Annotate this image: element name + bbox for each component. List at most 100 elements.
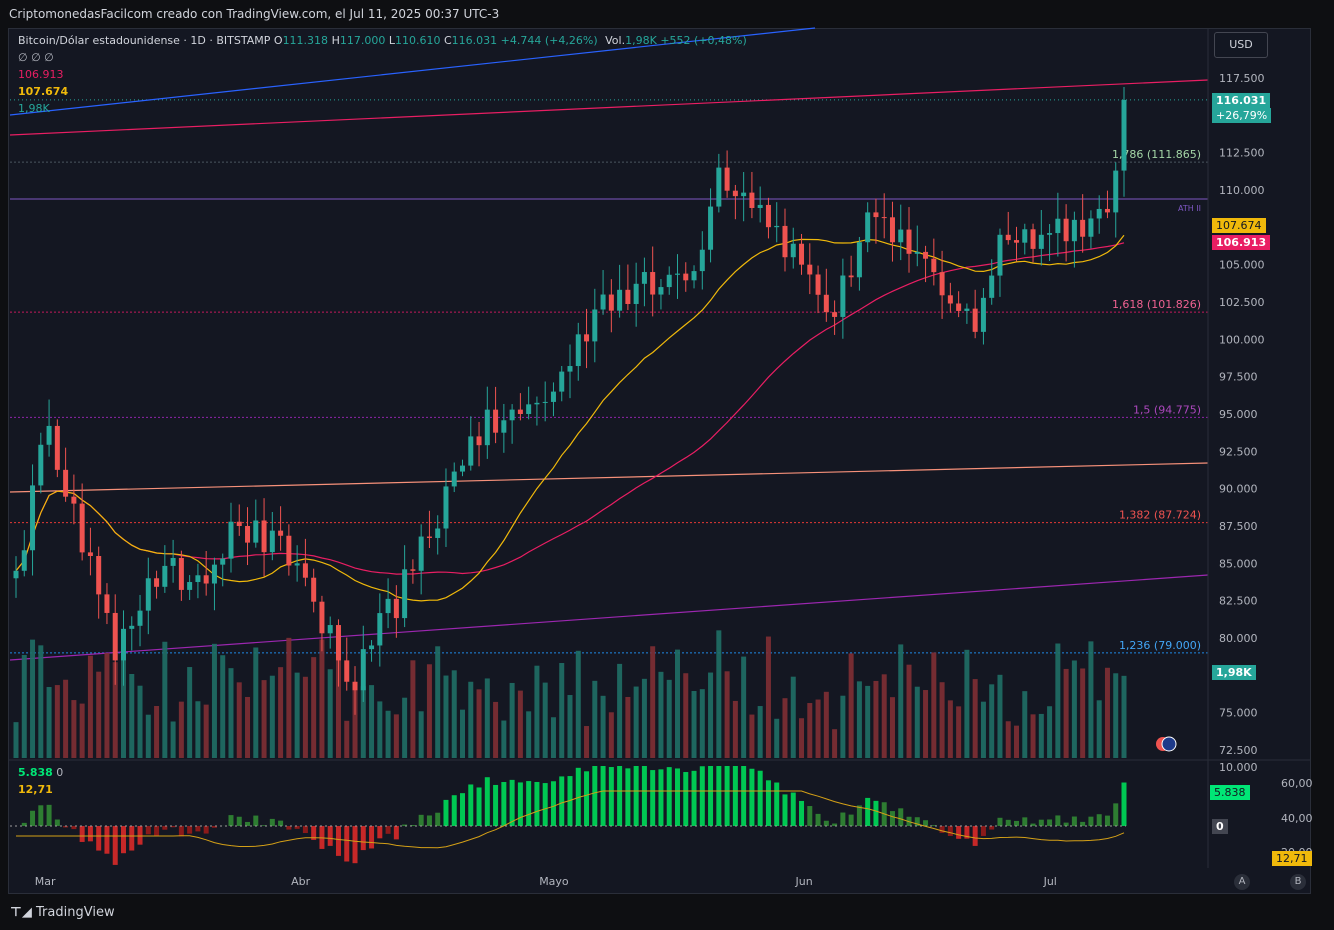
candle-body	[799, 243, 805, 265]
volume-bar	[410, 660, 416, 758]
legend-h-label: H	[331, 34, 340, 47]
oscillator-bar	[120, 826, 126, 854]
price-axis-tick-11: 85.000	[1219, 557, 1258, 570]
candle-body	[38, 444, 44, 486]
oscillator-bar	[253, 815, 259, 826]
oscillator-bar	[741, 766, 747, 826]
oscillator-bar	[402, 824, 408, 826]
volume-bar	[608, 712, 614, 758]
candle-body	[236, 521, 242, 526]
volume-bar	[1005, 721, 1011, 758]
candle-body	[1014, 240, 1020, 243]
candle-body	[319, 601, 325, 634]
volume-bar	[997, 674, 1003, 758]
oscillator-bar	[261, 825, 267, 826]
volume-bar	[1121, 675, 1127, 758]
volume-bar	[1030, 714, 1036, 758]
volume-bar	[865, 685, 871, 758]
volume-bar	[617, 663, 623, 758]
oscillator-bar	[154, 826, 160, 837]
oscillator-bar	[550, 781, 556, 826]
candle-body	[881, 217, 887, 219]
volume-bar	[534, 665, 540, 758]
tradingview-logo-icon: ⊤◢	[10, 905, 32, 920]
volume-bar	[567, 695, 573, 758]
fib-level-label-4: 1,382 (87.724)	[1119, 509, 1201, 522]
price-axis-tick-6: 97.500	[1219, 371, 1258, 384]
volume-bar	[195, 701, 201, 758]
candle-body	[865, 212, 871, 243]
volume-bar	[253, 647, 259, 758]
currency-button[interactable]: USD	[1214, 32, 1268, 58]
candle-body	[327, 625, 333, 634]
candle-body	[154, 578, 160, 587]
log-scale-button[interactable]: B	[1290, 874, 1306, 890]
oscillator-bar	[1022, 817, 1028, 826]
volume-bar	[914, 686, 920, 758]
volume-bar	[468, 681, 474, 758]
oscillator-bar	[1014, 820, 1020, 826]
oscillator-bar	[856, 805, 862, 826]
oscillator-bar	[716, 766, 722, 826]
oscillator-bar	[641, 766, 647, 826]
oscillator-bar	[749, 768, 755, 826]
legend-symbol[interactable]: Bitcoin/Dólar estadounidense · 1D · BITS…	[18, 34, 271, 47]
candle-body	[1088, 218, 1094, 237]
tradingview-logo[interactable]: ⊤◢ TradingView	[10, 905, 115, 920]
candle-body	[451, 471, 457, 487]
volume-bar	[112, 662, 118, 758]
candle-body	[608, 294, 614, 311]
volume-bar	[269, 675, 275, 758]
candle-body	[352, 681, 358, 691]
volume-bar	[774, 718, 780, 758]
legend-ma-yellow: 107.674	[18, 85, 69, 98]
legend-l-label: L	[388, 34, 395, 47]
oscillator-bar	[1063, 822, 1069, 826]
candle-body	[956, 303, 962, 311]
oscillator-axis-tick-0: 10.000	[1219, 761, 1258, 774]
volume-bar	[550, 717, 556, 758]
candle-body	[997, 234, 1003, 276]
oscillator-bar	[1088, 816, 1094, 826]
volume-bar	[542, 682, 548, 758]
oscillator-bar	[278, 820, 284, 826]
oscillator-bar	[782, 794, 788, 826]
candle-body	[369, 645, 375, 650]
volume-bar	[517, 690, 523, 758]
candle-body	[898, 229, 904, 243]
time-axis-tick-0: Mar	[35, 875, 56, 888]
candle-body	[360, 649, 366, 691]
volume-bar	[13, 722, 19, 758]
candle-body	[187, 582, 193, 590]
candle-body	[765, 204, 771, 228]
moving-average-yellow-line	[15, 234, 1125, 602]
oscillator-axis-tick-1: 60,00	[1281, 777, 1313, 790]
volume-bar	[327, 669, 333, 758]
legend-high: 117.000	[339, 34, 386, 47]
volume-bar	[782, 698, 788, 758]
oscillator-bar	[1104, 815, 1110, 826]
oscillator-bar	[732, 766, 738, 826]
volume-bar	[38, 645, 44, 758]
oscillator-bar	[708, 766, 714, 826]
oscillator-bar	[178, 826, 184, 837]
candle-body	[790, 243, 796, 258]
oscillator-bar	[650, 770, 656, 826]
volume-bar	[261, 680, 267, 758]
oscillator-bar	[1080, 821, 1086, 826]
oscillator-bar	[584, 771, 590, 826]
oscillator-bar	[245, 821, 251, 826]
volume-bar	[30, 639, 36, 758]
volume-bar	[683, 673, 689, 758]
candle-body	[774, 225, 780, 228]
oscillator-bar	[484, 777, 490, 826]
candle-body	[112, 612, 118, 661]
legend-vol-change: +552 (+0,48%)	[660, 34, 747, 47]
oscillator-bar	[823, 820, 829, 826]
candle-body	[534, 402, 540, 405]
price-axis-tick-14: 75.000	[1219, 707, 1258, 720]
candle-body	[302, 563, 308, 578]
volume-bar	[79, 703, 85, 758]
auto-scale-button[interactable]: A	[1234, 874, 1250, 890]
